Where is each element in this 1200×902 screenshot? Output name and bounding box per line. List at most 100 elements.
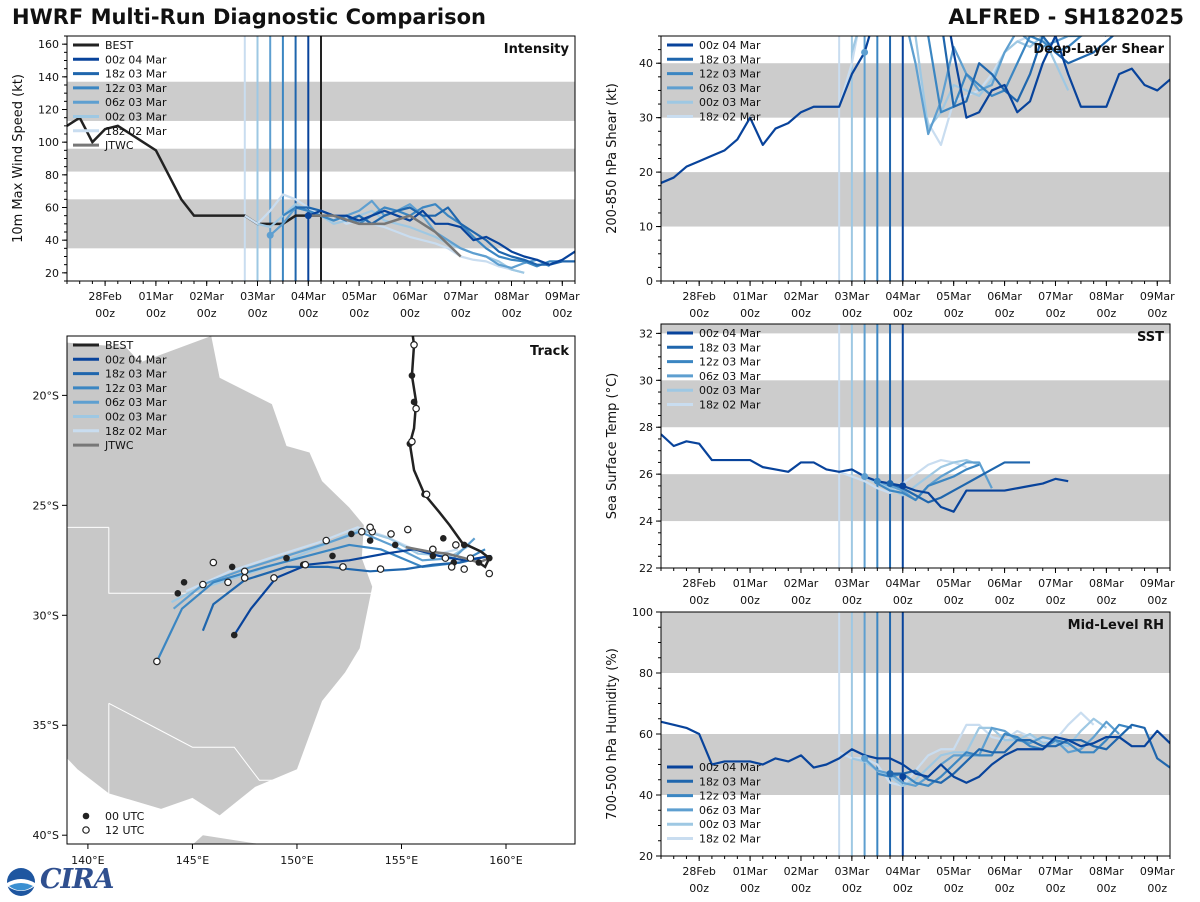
y-axis-label: 10m Max Wind Speed (kt)	[11, 74, 26, 243]
intensity-plot-area	[67, 36, 575, 281]
legend-label: 12z 03 Mar	[699, 356, 761, 369]
x-tick-label: 08Mar	[1089, 290, 1124, 303]
x-tick-label: 00z	[944, 594, 964, 607]
init-marker	[899, 482, 907, 490]
track-point-12utc	[224, 578, 232, 587]
x-tick-label: 00z	[893, 594, 913, 607]
x-tick-label: 00z	[400, 307, 420, 320]
legend-label: 12 UTC	[105, 824, 145, 837]
track-point-12utc	[357, 527, 366, 536]
legend-label: JTWC	[104, 139, 134, 152]
x-tick-label: 09Mar	[545, 290, 580, 303]
x-tick-label: 00z	[1046, 594, 1066, 607]
init-marker	[899, 773, 907, 781]
init-marker	[861, 48, 869, 56]
track-point-00utc	[409, 326, 416, 333]
run-line	[661, 36, 1170, 185]
run-line	[927, 36, 1107, 114]
y-tick-label: 60	[45, 202, 59, 215]
cira-logo: CIRA	[4, 864, 115, 898]
state-border	[108, 527, 373, 594]
storm-name: ALFRED - SH182025	[948, 5, 1184, 29]
intensity-panel: 20 40 60 80 100 120 140 160 28Feb 00z 01Mar 00z 02Ma…	[11, 35, 580, 320]
legend-label: 00z 04 Mar	[699, 761, 761, 774]
track-point-12utc	[270, 574, 278, 582]
sst-panel: 22 24 26 28 30 32 28Feb 00z 01Mar 00z 02Mar 00z 03Ma…	[605, 323, 1175, 607]
x-tick-label: 00z	[995, 882, 1015, 895]
x-tick-label: 00z	[689, 594, 709, 607]
y-tick-label: 100	[38, 136, 59, 149]
run-line	[942, 36, 1115, 108]
y-tick-label: 32	[639, 327, 653, 340]
x-tick-label: 09Mar	[1140, 290, 1175, 303]
track-frame	[66, 335, 576, 845]
lat-tick-label: 35°S	[33, 719, 59, 732]
legend-label: 18z 02 Mar	[699, 833, 761, 846]
x-tick-label: 05Mar	[936, 865, 971, 878]
y-tick-label: 24	[639, 515, 653, 528]
track-point-12utc	[301, 560, 310, 569]
legend-label: 12z 03 Mar	[105, 382, 167, 395]
track-point-00utc	[408, 372, 416, 379]
track-point-00utc	[180, 579, 188, 586]
track-point-00utc	[283, 554, 290, 562]
legend-label: 00z 04 Mar	[105, 353, 167, 366]
x-tick-label: 00z	[893, 882, 913, 895]
lat-tick-label: 40°S	[33, 829, 59, 842]
x-tick-label: 00z	[893, 307, 913, 320]
init-marker	[266, 231, 274, 239]
init-marker	[861, 754, 869, 762]
logo-text: CIRA	[40, 864, 115, 895]
y-tick-label: 40	[45, 234, 59, 247]
run-line	[244, 193, 525, 274]
track-point-00utc	[366, 537, 374, 544]
lon-tick-label: 155°E	[385, 854, 418, 867]
sst-plot-area	[661, 324, 1170, 568]
run-line	[876, 463, 980, 502]
best-track-line	[67, 115, 321, 226]
run-line	[877, 723, 1133, 787]
legend-label: 18z 03 Mar	[699, 53, 761, 66]
x-tick-label: 00z	[842, 307, 862, 320]
lat-tick-label: 30°S	[33, 609, 59, 622]
track-point-12utc	[412, 404, 420, 413]
noaa-logo-icon	[7, 868, 35, 896]
x-tick-label: 00z	[791, 307, 811, 320]
y-tick-label: 0	[646, 275, 653, 288]
track-point-12utc	[429, 545, 437, 554]
y-tick-label: 28	[639, 421, 653, 434]
shear-plot-area	[661, 36, 1170, 281]
panel-title: SST	[1137, 330, 1164, 345]
x-tick-label: 06Mar	[393, 290, 428, 303]
x-tick-label: 02Mar	[784, 865, 819, 878]
x-tick-label: 04Mar	[885, 865, 920, 878]
track-point-12utc	[199, 580, 207, 589]
track-point-00utc	[410, 398, 418, 406]
x-tick-label: 00z	[842, 594, 862, 607]
run-track-line	[233, 548, 492, 636]
legend-label: 06z 03 Mar	[105, 396, 167, 409]
track-point-12utc	[153, 657, 161, 666]
x-tick-label: 04Mar	[291, 290, 326, 303]
x-tick-label: 08Mar	[1089, 577, 1124, 590]
lat-tick-label: 20°S	[33, 389, 59, 402]
panel-title: Intensity	[504, 42, 570, 57]
legend-label: 00z 03 Mar	[105, 111, 167, 124]
x-tick-label: 00z	[1046, 882, 1066, 895]
y-tick-label: 60	[639, 728, 653, 741]
y-tick-label: 20	[639, 166, 653, 179]
x-tick-label: 06Mar	[987, 577, 1022, 590]
y-tick-label: 80	[45, 169, 59, 182]
legend-marker-12utc	[82, 826, 90, 834]
climatology-band	[661, 612, 1170, 673]
x-tick-label: 00z	[451, 307, 471, 320]
track-point-12utc	[403, 525, 412, 534]
track-point-12utc	[441, 554, 450, 562]
track-point-00utc	[475, 559, 483, 566]
x-tick-label: 06Mar	[987, 865, 1022, 878]
x-tick-label: 28Feb	[682, 290, 715, 303]
y-tick-label: 20	[45, 267, 59, 280]
legend-label: 00 UTC	[105, 810, 145, 823]
x-tick-label: 00z	[689, 882, 709, 895]
track-point-12utc	[240, 567, 249, 576]
